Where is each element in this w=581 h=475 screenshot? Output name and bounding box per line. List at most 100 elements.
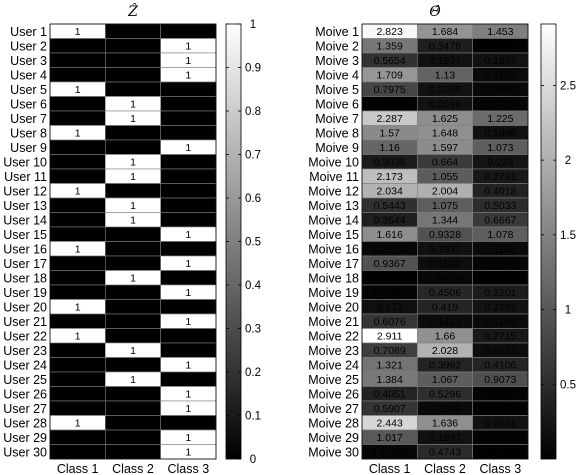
cell-value-label: 0 xyxy=(130,69,136,81)
cell-value-label: 0 xyxy=(75,156,81,168)
cell-value-label: 1.16 xyxy=(379,142,400,154)
cell-value-label: 0 xyxy=(75,316,81,328)
cell-value-label: 1 xyxy=(185,69,191,81)
cell-value-label: 1.225 xyxy=(487,113,513,125)
cell-value-label: 0 xyxy=(75,359,81,371)
cell-value-label: 0.2031 xyxy=(484,417,516,429)
cell-value-label: 0.4106 xyxy=(484,359,516,371)
row-label: Moive 6 xyxy=(315,97,359,111)
cell-value-label: 0.03797 xyxy=(371,98,409,110)
cell-value-label: 0.01688 xyxy=(371,272,409,284)
cell-value-label: 1.684 xyxy=(432,26,458,38)
cell-value-label: 1 xyxy=(130,200,136,212)
row-label: User 12 xyxy=(3,184,47,198)
cell-value-label: 0 xyxy=(185,214,191,226)
cell-value-label: 0.9328 xyxy=(429,229,461,241)
cell-value-label: 0.4743 xyxy=(429,446,461,458)
cell-value-label: 0 xyxy=(75,142,81,154)
cell-value-label: 0.2781 xyxy=(484,171,516,183)
row-label: User 15 xyxy=(3,228,47,242)
cell-value-label: 0 xyxy=(75,171,81,183)
cell-value-label: 0.2055 xyxy=(429,84,461,96)
cell-value-label: 0 xyxy=(130,84,136,96)
cell-value-label: 0.3478 xyxy=(429,40,461,52)
row-label: User 18 xyxy=(3,271,47,285)
cell-value-label: 1.017 xyxy=(377,432,403,444)
cell-value-label: 0.07285 xyxy=(481,98,519,110)
row-label: Moive 4 xyxy=(315,68,359,82)
cell-value-label: 0 xyxy=(130,287,136,299)
row-label: User 11 xyxy=(4,170,47,184)
z-hat-title: Ẑ xyxy=(127,2,138,20)
cell-value-label: 0.6667 xyxy=(484,214,516,226)
cell-value-label: 1 xyxy=(130,214,136,226)
cell-value-label: 0.4018 xyxy=(484,185,516,197)
cell-value-label: 0.03091 xyxy=(481,432,519,444)
z-hat-column-labels: Class 1 Class 2 Class 3 xyxy=(57,462,209,475)
cell-value-label: 0.7089 xyxy=(374,345,406,357)
cell-value-label: 0 xyxy=(75,113,81,125)
colorbar-tick-label: 0.4 xyxy=(245,280,262,292)
row-label: User 17 xyxy=(3,257,47,271)
cell-value-label: 0 xyxy=(75,374,81,386)
row-label: Moive 3 xyxy=(315,54,359,68)
row-label: Moive 14 xyxy=(308,213,359,227)
cell-value-label: 0.3038 xyxy=(374,156,406,168)
cell-value-label: 1 xyxy=(130,374,136,386)
cell-value-label: 0.5654 xyxy=(374,55,406,67)
cell-value-label: 0 xyxy=(130,330,136,342)
cell-value-label: 0.1987 xyxy=(484,55,516,67)
cell-value-label: 1 xyxy=(75,243,81,255)
cell-value-label: 0 xyxy=(185,127,191,139)
cell-value-label: 0 xyxy=(130,26,136,38)
cell-value-label: 0.4051 xyxy=(374,388,406,400)
cell-value-label: 1 xyxy=(130,272,136,284)
cell-value-label: 1.384 xyxy=(377,374,403,386)
row-label: User 21 xyxy=(3,315,47,329)
row-label: User 10 xyxy=(3,155,47,169)
row-label: Moive 22 xyxy=(308,329,359,343)
row-label: User 4 xyxy=(10,68,47,82)
cell-value-label: 0.1192 xyxy=(485,243,516,255)
cell-value-label: 0 xyxy=(185,84,191,96)
cell-value-label: 1 xyxy=(185,142,191,154)
cell-value-label: 0.7975 xyxy=(374,84,406,96)
cell-value-label: 1.359 xyxy=(377,40,403,52)
colorbar-tick-label: 1 xyxy=(565,305,571,317)
row-label: Moive 11 xyxy=(309,170,359,184)
cell-value-label: 2.287 xyxy=(377,113,403,125)
cell-value-label: 0 xyxy=(75,446,81,458)
cell-value-label: 0 xyxy=(75,287,81,299)
cell-value-label: 0.9367 xyxy=(374,258,406,270)
cell-value-label: 0 xyxy=(130,258,136,270)
cell-value-label: 0 xyxy=(130,55,136,67)
colorbar-tick-label: 0.7 xyxy=(245,150,261,162)
cell-value-label: 0 xyxy=(130,185,136,197)
cell-value-label: 0 xyxy=(130,40,136,52)
colorbar-tick-label: 1.5 xyxy=(560,230,576,242)
cell-value-label: 0 xyxy=(130,229,136,241)
cell-value-label: 0 xyxy=(130,142,136,154)
cell-value-label: 1 xyxy=(75,127,81,139)
cell-value-label: 0.1186 xyxy=(429,403,460,415)
cell-value-label: 0.04857 xyxy=(481,388,519,400)
cell-value-label: 0 xyxy=(130,316,136,328)
cell-value-label: 0.5907 xyxy=(374,403,406,415)
cell-value-label: 0 xyxy=(130,403,136,415)
cell-value-label: 0 xyxy=(75,432,81,444)
row-label: User 14 xyxy=(3,213,47,227)
theta-hat-heatmap-panel: Θ̂ 2.823 1.684 1.453 1.359 0.3478 0.02208 0.56… xyxy=(308,4,576,475)
cell-value-label: 0 xyxy=(75,214,81,226)
colorbar-tick-label: 0.2 xyxy=(245,367,261,379)
heatmap-frame xyxy=(49,23,217,460)
z-hat-cells: 1 0 0 0 0 1 0 0 1 0 0 1 1 0 0 0 1 0 0 1 0 1 0 0 0 0 1 0 1 0 0 1 0 1 0 0 0 1 0 0… xyxy=(49,23,217,460)
cell-value-label: 0.1523 xyxy=(484,345,516,357)
row-label: User 7 xyxy=(10,112,47,126)
row-label: Moive 16 xyxy=(308,242,359,256)
cell-value-label: 0.09492 xyxy=(481,84,519,96)
cell-value-label: 1 xyxy=(75,26,81,38)
colorbar-tick-label: 2 xyxy=(565,155,571,167)
row-label: Moive 5 xyxy=(315,83,359,97)
cell-value-label: 0.1148 xyxy=(485,316,516,328)
cell-value-label: 2.034 xyxy=(377,185,403,197)
